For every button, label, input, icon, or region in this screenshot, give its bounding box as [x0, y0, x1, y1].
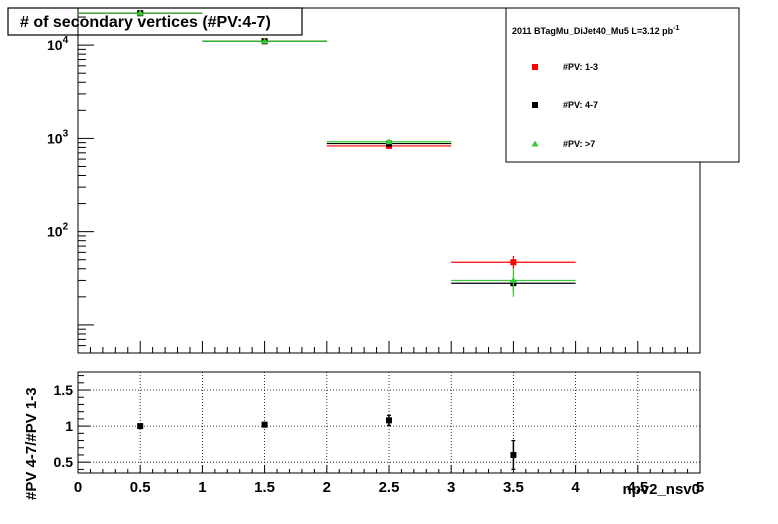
- chart-title: # of secondary vertices (#PV:4-7): [20, 14, 271, 31]
- main-y-tick-label-base: 10: [47, 224, 63, 240]
- legend-marker: [532, 102, 538, 108]
- legend-entry-label: #PV: >7: [563, 139, 595, 149]
- legend-entries: #PV: 1-3 #PV: 4-7 #PV: >7: [531, 62, 598, 149]
- legend-frame: [505, 7, 740, 163]
- legend-marker: [531, 140, 539, 147]
- ratio-plot-axes: 0 0.5 1 1.5 2 2.5 3 3.5 4 4.5 51.510.5: [54, 375, 704, 496]
- ratio-y-axis-label: #PV 4-7/#PV 1-3: [23, 387, 40, 500]
- main-y-tick-label-base: 10: [47, 37, 63, 53]
- ratio-x-axis-label: npv2_nsv0: [622, 481, 700, 498]
- main-y-tick-label: 103: [47, 128, 69, 146]
- main-plot-data: [78, 9, 576, 297]
- main-data-point: [509, 276, 517, 283]
- ratio-x-tick-label: 1: [198, 479, 206, 496]
- main-y-tick-label-exponent: 3: [63, 128, 69, 139]
- main-data-point: [510, 259, 517, 266]
- legend-title-text: 2011 BTagMu_DiJet40_Mu5 L=3.12 pb: [512, 26, 674, 36]
- ratio-data-point: [386, 417, 392, 424]
- legend-entry-label: #PV: 1-3: [563, 62, 598, 72]
- main-y-tick-label-base: 10: [47, 130, 63, 146]
- legend-entry-label: #PV: 4-7: [563, 100, 598, 110]
- main-data-point: [385, 138, 393, 145]
- chart-title-box: # of secondary vertices (#PV:4-7): [7, 7, 303, 36]
- ratio-x-tick-label: 3: [447, 479, 455, 496]
- ratio-x-tick-label: 0: [74, 479, 82, 496]
- ratio-y-tick-label: 1: [65, 418, 73, 434]
- legend: 2011 BTagMu_DiJet40_Mu5 L=3.12 pb-1 #PV:…: [505, 7, 740, 163]
- ratio-x-tick-label: 4.5: [627, 479, 648, 496]
- ratio-x-tick-label: 4: [571, 479, 580, 496]
- main-y-tick-label-exponent: 2: [63, 222, 69, 233]
- ratio-plot-data: [137, 414, 517, 470]
- chart-title-frame: [7, 7, 303, 36]
- ratio-x-tick-label: 1.5: [254, 479, 275, 496]
- ratio-x-tick-label: 0.5: [130, 479, 151, 496]
- ratio-y-tick-label: 0.5: [54, 454, 74, 470]
- ratio-data-point: [261, 421, 268, 428]
- main-y-tick-label-exponent: 4: [63, 35, 69, 46]
- ratio-x-tick-label: 3.5: [503, 479, 524, 496]
- main-y-tick-label: 102: [47, 222, 69, 240]
- main-y-tick-label: 104: [47, 35, 69, 53]
- main-data-point: [136, 9, 144, 16]
- legend-marker: [532, 64, 538, 70]
- ratio-data-point: [510, 451, 517, 458]
- ratio-x-tick-label: 2: [323, 479, 331, 496]
- legend-title: 2011 BTagMu_DiJet40_Mu5 L=3.12 pb-1: [512, 25, 679, 36]
- ratio-x-tick-label: 2.5: [379, 479, 400, 496]
- ratio-x-tick-label: 5: [696, 479, 704, 496]
- ratio-data-point: [137, 423, 144, 430]
- main-data-point: [261, 37, 269, 44]
- ratio-y-tick-label: 1.5: [54, 382, 74, 398]
- legend-title-superscript: -1: [673, 25, 679, 32]
